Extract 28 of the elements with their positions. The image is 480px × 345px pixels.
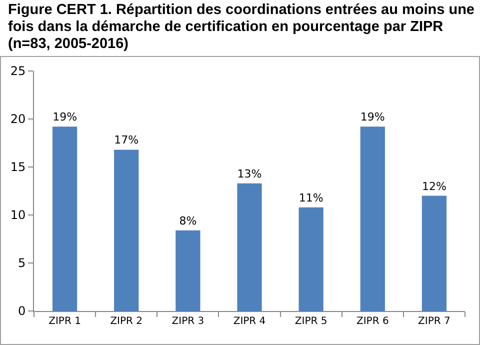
- bar: [360, 126, 385, 311]
- y-tick-label: 15: [10, 160, 26, 174]
- data-label: 19%: [52, 110, 78, 124]
- chart-title: Figure CERT 1. Répartition des coordinations entrées au moins une fois dans la démarche de certification en pourcentage par ZIPR (n=83, 2005-2016): [8, 2, 476, 53]
- x-tick-label: ZIPR 1: [48, 316, 81, 327]
- data-label: 17%: [114, 134, 139, 147]
- bar: [114, 150, 139, 311]
- bar: [237, 183, 262, 311]
- bar: [52, 126, 78, 311]
- x-tick-label: ZIPR 4: [233, 316, 266, 327]
- y-tick-label: 10: [10, 208, 26, 222]
- x-tick-label: ZIPR 5: [294, 316, 328, 327]
- bar: [422, 196, 447, 311]
- y-tick-label: 25: [10, 64, 26, 78]
- y-tick-label: 0: [18, 304, 26, 318]
- data-label: 8%: [179, 214, 197, 228]
- x-tick-label: ZIPR 6: [356, 316, 389, 327]
- x-tick-label: ZIPR 2: [110, 316, 143, 327]
- x-tick-label: ZIPR 3: [172, 316, 204, 327]
- x-tick-label: ZIPR 7: [418, 316, 450, 327]
- data-label: 19%: [360, 110, 385, 124]
- data-label: 11%: [298, 191, 324, 204]
- data-label: 13%: [237, 167, 262, 180]
- y-tick-label: 20: [10, 112, 26, 126]
- bar: [176, 230, 200, 311]
- data-label: 12%: [422, 180, 446, 193]
- bar: [298, 207, 324, 311]
- y-tick-label: 5: [18, 256, 26, 270]
